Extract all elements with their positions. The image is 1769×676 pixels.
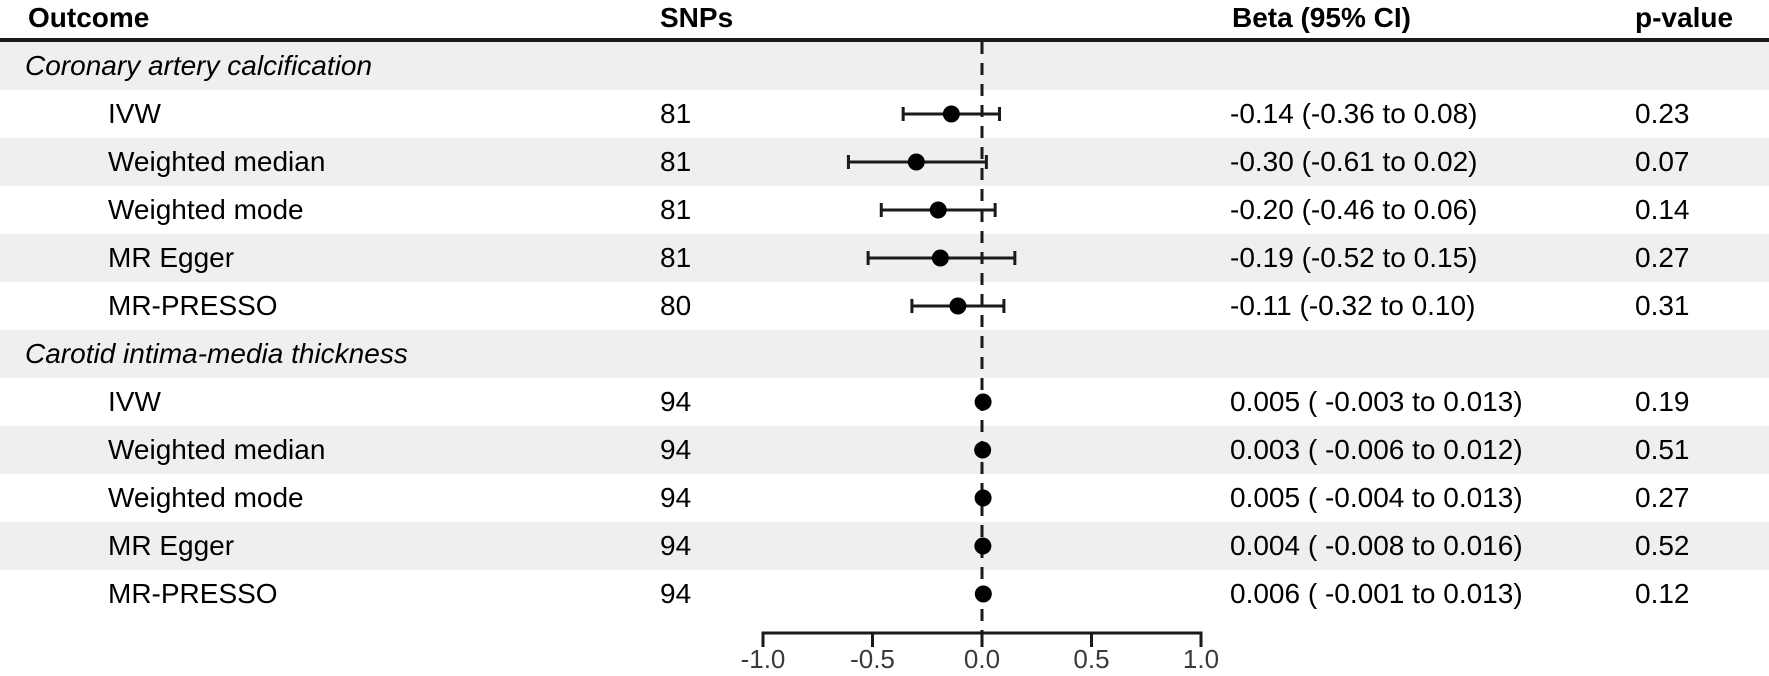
p-cell: 0.27 xyxy=(1635,242,1690,273)
snps-cell: 81 xyxy=(660,146,692,177)
snps-cell: 81 xyxy=(660,242,692,273)
table-row: IVW 81 -0.14 (-0.36 to 0.08) 0.23 xyxy=(0,90,1769,138)
beta-cell: -0.30 (-0.61 to 0.02) xyxy=(1230,146,1478,177)
x-axis-tick-label: -1.0 xyxy=(741,644,786,674)
snps-cell: 94 xyxy=(660,434,692,465)
method-label: IVW xyxy=(108,98,161,129)
snps-cell: 94 xyxy=(660,530,692,561)
method-label: MR Egger xyxy=(108,530,235,561)
header-beta-ci: Beta (95% CI) xyxy=(1232,2,1411,33)
beta-cell: -0.14 (-0.36 to 0.08) xyxy=(1230,98,1478,129)
snps-cell: 80 xyxy=(660,290,692,321)
table-row: MR Egger 81 -0.19 (-0.52 to 0.15) 0.27 xyxy=(0,234,1769,282)
table-row: Weighted mode 81 -0.20 (-0.46 to 0.06) 0.14 xyxy=(0,186,1769,234)
method-label: Weighted mode xyxy=(108,482,304,513)
p-cell: 0.51 xyxy=(1635,434,1690,465)
table-row: Weighted median 94 0.003 ( -0.006 to 0.012… xyxy=(0,426,1769,474)
p-cell: 0.23 xyxy=(1635,98,1690,129)
x-axis-tick-label: 0.5 xyxy=(1073,644,1109,674)
p-cell: 0.12 xyxy=(1635,578,1690,609)
table-row: MR Egger 94 0.004 ( -0.008 to 0.016) 0.52 xyxy=(0,522,1769,570)
group-row: Coronary artery calcification xyxy=(0,42,1769,90)
table-row: Weighted mode 94 0.005 ( -0.004 to 0.013) 0… xyxy=(0,474,1769,522)
group-label: Carotid intima-media thickness xyxy=(25,338,408,369)
header-snps: SNPs xyxy=(660,2,734,33)
p-cell: 0.27 xyxy=(1635,482,1690,513)
beta-cell: 0.004 ( -0.008 to 0.016) xyxy=(1230,530,1523,561)
beta-cell: 0.005 ( -0.004 to 0.013) xyxy=(1230,482,1523,513)
table-row: MR-PRESSO 94 0.006 ( -0.001 to 0.013) 0.12 xyxy=(0,570,1769,618)
table-body: Coronary artery calcification IVW 81 -0.14 … xyxy=(0,42,1769,618)
method-label: MR-PRESSO xyxy=(108,578,278,609)
method-label: Weighted mode xyxy=(108,194,304,225)
method-label: Weighted median xyxy=(108,434,326,465)
header-outcome: Outcome xyxy=(28,2,150,33)
table-row: Weighted median 81 -0.30 (-0.61 to 0.02) 0.… xyxy=(0,138,1769,186)
beta-cell: 0.005 ( -0.003 to 0.013) xyxy=(1230,386,1523,417)
p-cell: 0.19 xyxy=(1635,386,1690,417)
beta-cell: 0.003 ( -0.006 to 0.012) xyxy=(1230,434,1523,465)
snps-cell: 94 xyxy=(660,578,692,609)
p-cell: 0.14 xyxy=(1635,194,1690,225)
method-label: IVW xyxy=(108,386,161,417)
beta-cell: 0.006 ( -0.001 to 0.013) xyxy=(1230,578,1523,609)
x-axis-tick-label: 1.0 xyxy=(1183,644,1219,674)
beta-cell: -0.20 (-0.46 to 0.06) xyxy=(1230,194,1478,225)
p-cell: 0.31 xyxy=(1635,290,1690,321)
beta-cell: -0.19 (-0.52 to 0.15) xyxy=(1230,242,1478,273)
table-row: IVW 94 0.005 ( -0.003 to 0.013) 0.19 xyxy=(0,378,1769,426)
group-row: Carotid intima-media thickness xyxy=(0,330,1769,378)
p-cell: 0.07 xyxy=(1635,146,1690,177)
method-label: MR Egger xyxy=(108,242,235,273)
snps-cell: 94 xyxy=(660,386,692,417)
method-label: Weighted median xyxy=(108,146,326,177)
table-row: MR-PRESSO 80 -0.11 (-0.32 to 0.10) 0.31 xyxy=(0,282,1769,330)
group-label: Coronary artery calcification xyxy=(25,50,373,81)
x-axis-tick-label: -0.5 xyxy=(850,644,895,674)
table-header: Outcome SNPs Beta (95% CI) p-value xyxy=(0,0,1769,42)
method-label: MR-PRESSO xyxy=(108,290,278,321)
snps-cell: 81 xyxy=(660,194,692,225)
snps-cell: 81 xyxy=(660,98,692,129)
snps-cell: 94 xyxy=(660,482,692,513)
x-axis-tick-label: 0.0 xyxy=(964,644,1000,674)
beta-cell: -0.11 (-0.32 to 0.10) xyxy=(1230,290,1476,321)
p-cell: 0.52 xyxy=(1635,530,1690,561)
header-p-value: p-value xyxy=(1635,2,1734,33)
